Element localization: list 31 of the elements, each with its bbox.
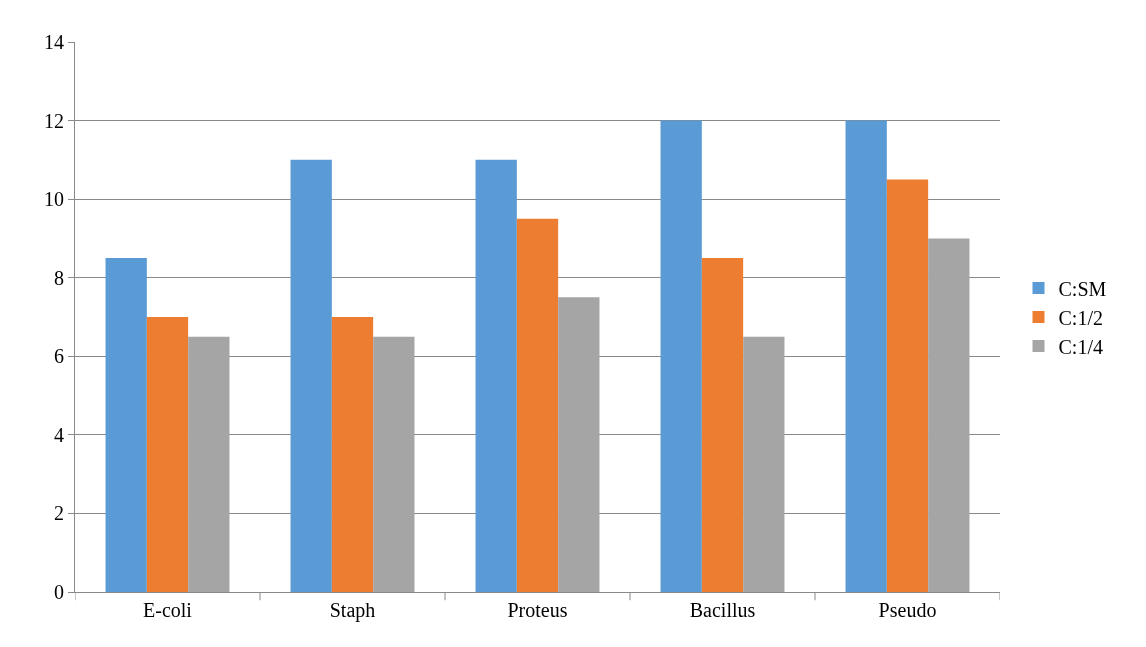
x-tick-label: Staph [329,599,376,622]
bar [290,159,332,592]
bar [188,336,230,592]
x-tick-label: Proteus [507,599,568,621]
bar [558,297,600,592]
y-tick-label: 12 [44,109,64,132]
y-tick-label: 10 [44,188,64,211]
x-tick-label: Pseudo [878,599,937,621]
legend-label: C:SM [1058,277,1107,300]
bar [331,317,374,592]
bar [928,238,970,592]
bar [105,258,147,592]
y-tick-label: 14 [44,31,64,53]
y-tick-label: 6 [54,345,64,368]
x-tick-label: E-coli [143,599,193,621]
bar [701,258,744,592]
bar [373,336,415,592]
legend-label: C:1/2 [1058,306,1103,329]
bar [516,218,559,592]
x-tick-label: Bacillus [689,599,756,621]
y-tick-label: 4 [54,423,64,446]
bar [475,159,517,592]
bar [743,336,785,592]
y-tick-label: 0 [54,581,64,603]
bar [886,179,929,592]
bar [660,120,702,592]
legend-label: C:1/4 [1058,335,1103,358]
bar [146,317,189,592]
y-tick-label: 2 [54,502,64,525]
y-tick-label: 8 [54,266,64,289]
bar [845,120,887,592]
